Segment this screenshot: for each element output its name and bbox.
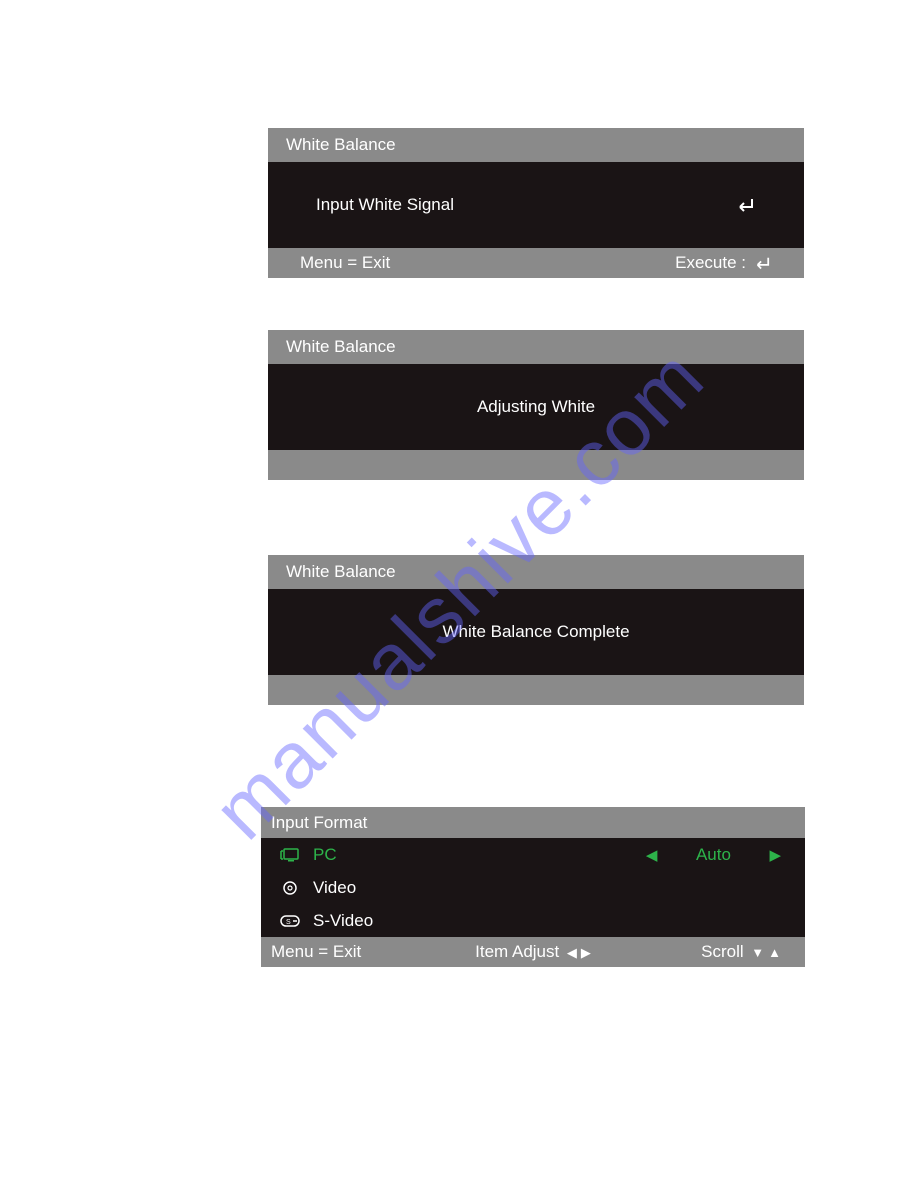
pc-value: Auto — [693, 845, 733, 865]
arrow-left-icon[interactable]: ◀ — [646, 846, 658, 864]
item-adjust-label: Item Adjust — [475, 942, 559, 962]
input-format-row-svideo[interactable]: S S-Video — [261, 904, 805, 937]
white-balance-complete-label: White Balance Complete — [442, 622, 629, 642]
enter-icon — [752, 253, 772, 273]
input-format-list: PC ◀ Auto ▶ Video S — [261, 838, 805, 937]
input-white-signal-row[interactable]: Input White Signal — [268, 162, 804, 248]
panel3-footer — [268, 675, 804, 705]
scroll-label: Scroll — [701, 942, 744, 962]
triangle-right-icon: ▶ — [581, 946, 591, 959]
panel4-footer-left: Menu = Exit — [271, 942, 361, 962]
panel4-title: Input Format — [261, 807, 805, 838]
execute-label: Execute : — [675, 253, 746, 273]
svideo-label: S-Video — [313, 911, 373, 931]
panel1-footer: Menu = Exit Execute : — [268, 248, 804, 278]
panel2-body: Adjusting White — [268, 364, 804, 450]
input-white-signal-label: Input White Signal — [316, 195, 454, 215]
input-format-row-video[interactable]: Video — [261, 871, 805, 904]
panel2-footer — [268, 450, 804, 480]
panel3-title: White Balance — [268, 555, 804, 589]
panel3-body: White Balance Complete — [268, 589, 804, 675]
video-icon — [277, 880, 303, 896]
svideo-icon: S — [277, 913, 303, 929]
panel4-footer: Menu = Exit Item Adjust ◀ ▶ Scroll ▼ ▲ — [261, 937, 805, 967]
white-balance-adjusting-panel: White Balance Adjusting White — [268, 330, 804, 480]
adjusting-white-label: Adjusting White — [477, 397, 595, 417]
panel1-title: White Balance — [268, 128, 804, 162]
input-format-row-pc[interactable]: PC ◀ Auto ▶ — [261, 838, 805, 871]
arrow-right-icon[interactable]: ▶ — [769, 846, 781, 864]
panel4-footer-right: Scroll ▼ ▲ — [701, 942, 781, 962]
input-format-panel: Input Format PC ◀ Auto ▶ — [261, 807, 805, 967]
panel1-footer-left: Menu = Exit — [300, 253, 390, 273]
white-balance-complete-panel: White Balance White Balance Complete — [268, 555, 804, 705]
enter-icon — [734, 195, 756, 215]
svg-text:S: S — [286, 919, 291, 926]
triangle-left-icon: ◀ — [563, 946, 577, 959]
pc-icon — [277, 847, 303, 863]
panel2-title: White Balance — [268, 330, 804, 364]
triangle-up-icon: ▲ — [768, 946, 781, 959]
triangle-down-icon: ▼ — [748, 946, 764, 959]
panel4-footer-center: Item Adjust ◀ ▶ — [475, 942, 591, 962]
panel1-footer-right: Execute : — [675, 253, 772, 273]
white-balance-input-panel: White Balance Input White Signal Menu = … — [268, 128, 804, 278]
video-label: Video — [313, 878, 356, 898]
pc-label: PC — [313, 845, 337, 865]
